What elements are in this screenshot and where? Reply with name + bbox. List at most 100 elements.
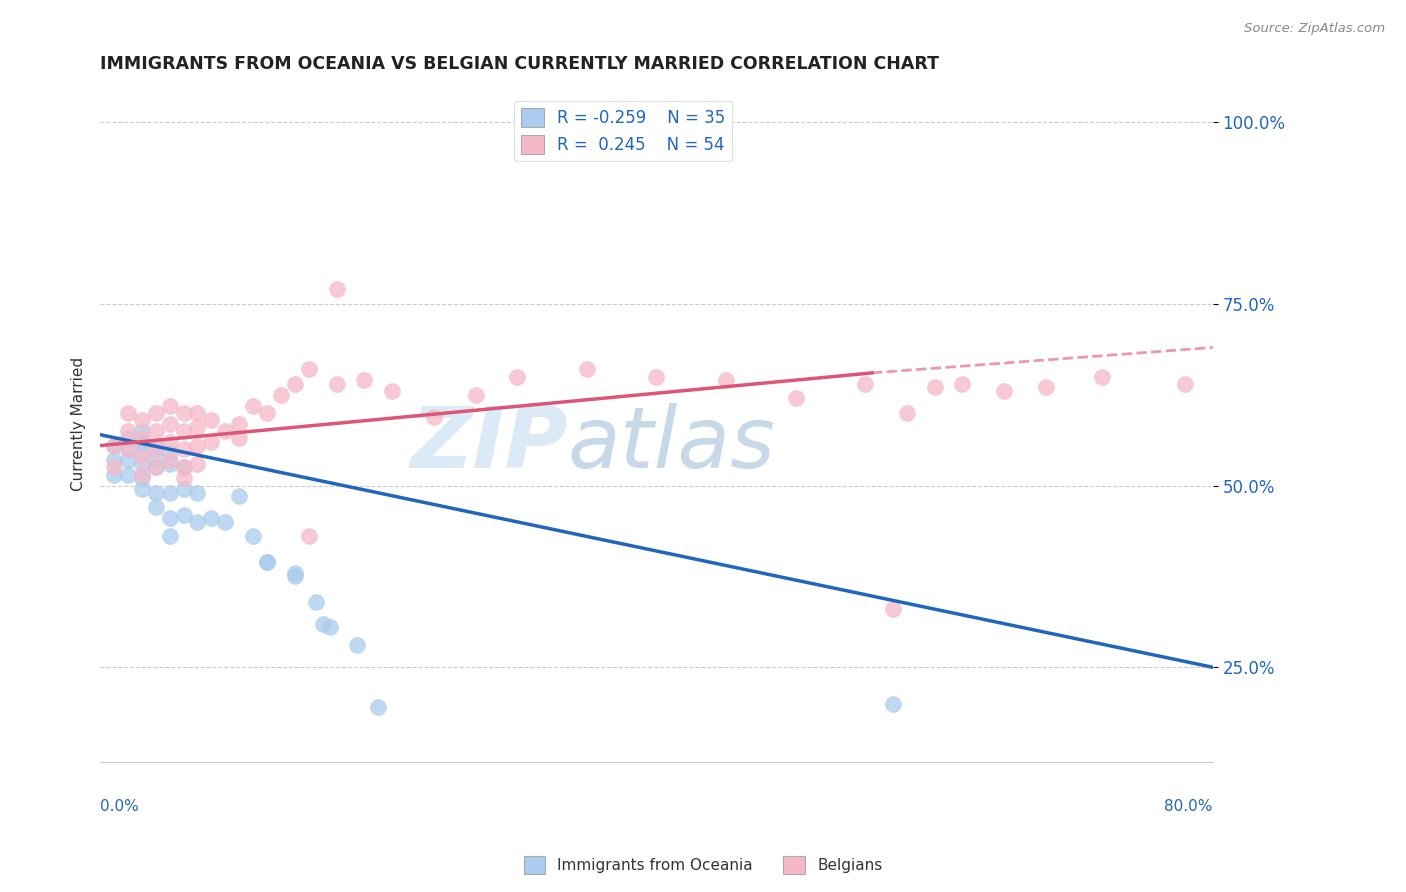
Point <box>159 486 181 500</box>
Point <box>785 392 807 406</box>
Point <box>145 439 167 453</box>
Point <box>186 515 208 529</box>
Point <box>882 697 904 711</box>
Point <box>346 639 368 653</box>
Point <box>173 460 195 475</box>
Point <box>103 453 125 467</box>
Point <box>1090 369 1112 384</box>
Point <box>131 457 153 471</box>
Point <box>145 486 167 500</box>
Point <box>1174 376 1197 391</box>
Point <box>186 406 208 420</box>
Point <box>214 515 236 529</box>
Point <box>214 424 236 438</box>
Point <box>117 442 139 457</box>
Point <box>200 434 222 449</box>
Point <box>186 420 208 434</box>
Point <box>159 529 181 543</box>
Point <box>145 450 167 464</box>
Point <box>325 376 347 391</box>
Point <box>298 362 321 376</box>
Y-axis label: Currently Married: Currently Married <box>72 357 86 491</box>
Point <box>103 439 125 453</box>
Text: ZIP: ZIP <box>409 402 568 485</box>
Point <box>242 529 264 543</box>
Point <box>117 442 139 457</box>
Point <box>145 460 167 475</box>
Point <box>714 373 737 387</box>
Point <box>284 566 307 580</box>
Point <box>256 555 278 569</box>
Point <box>924 380 946 394</box>
Point <box>186 439 208 453</box>
Point <box>506 369 529 384</box>
Point <box>145 424 167 438</box>
Point <box>256 406 278 420</box>
Point <box>173 508 195 522</box>
Point <box>159 399 181 413</box>
Point <box>159 453 181 467</box>
Point <box>173 482 195 496</box>
Point <box>242 399 264 413</box>
Point <box>103 460 125 475</box>
Point <box>993 384 1015 398</box>
Point <box>186 457 208 471</box>
Point <box>367 700 389 714</box>
Text: 80.0%: 80.0% <box>1164 799 1213 814</box>
Point <box>159 417 181 431</box>
Point <box>117 453 139 467</box>
Point <box>423 409 446 424</box>
Point <box>173 460 195 475</box>
Text: 0.0%: 0.0% <box>100 799 139 814</box>
Point <box>159 434 181 449</box>
Point <box>173 424 195 438</box>
Point <box>131 424 153 438</box>
Point <box>117 424 139 438</box>
Point <box>228 431 250 445</box>
Point <box>117 431 139 445</box>
Point <box>228 417 250 431</box>
Point <box>284 376 307 391</box>
Point <box>103 467 125 482</box>
Point <box>270 388 292 402</box>
Point <box>298 529 321 543</box>
Point <box>645 369 668 384</box>
Point <box>311 616 333 631</box>
Point <box>117 467 139 482</box>
Point <box>318 620 340 634</box>
Point <box>853 376 876 391</box>
Point <box>228 490 250 504</box>
Point <box>200 511 222 525</box>
Point <box>145 406 167 420</box>
Point <box>131 450 153 464</box>
Point <box>186 486 208 500</box>
Point <box>381 384 404 398</box>
Point <box>117 406 139 420</box>
Point <box>173 406 195 420</box>
Point <box>305 595 328 609</box>
Point <box>131 434 153 449</box>
Point <box>145 500 167 515</box>
Point <box>882 602 904 616</box>
Point <box>896 406 918 420</box>
Point <box>1035 380 1057 394</box>
Point <box>464 388 486 402</box>
Point <box>103 439 125 453</box>
Point <box>353 373 375 387</box>
Point <box>131 471 153 485</box>
Point <box>173 442 195 457</box>
Point <box>952 376 974 391</box>
Point <box>173 471 195 485</box>
Point <box>131 446 153 460</box>
Point <box>325 282 347 296</box>
Point <box>284 569 307 583</box>
Point <box>256 555 278 569</box>
Point <box>159 446 181 460</box>
Legend: R = -0.259    N = 35, R =  0.245    N = 54: R = -0.259 N = 35, R = 0.245 N = 54 <box>515 101 733 161</box>
Point <box>131 431 153 445</box>
Point <box>159 457 181 471</box>
Point <box>200 413 222 427</box>
Point <box>575 362 598 376</box>
Text: IMMIGRANTS FROM OCEANIA VS BELGIAN CURRENTLY MARRIED CORRELATION CHART: IMMIGRANTS FROM OCEANIA VS BELGIAN CURRE… <box>100 55 939 73</box>
Point <box>145 460 167 475</box>
